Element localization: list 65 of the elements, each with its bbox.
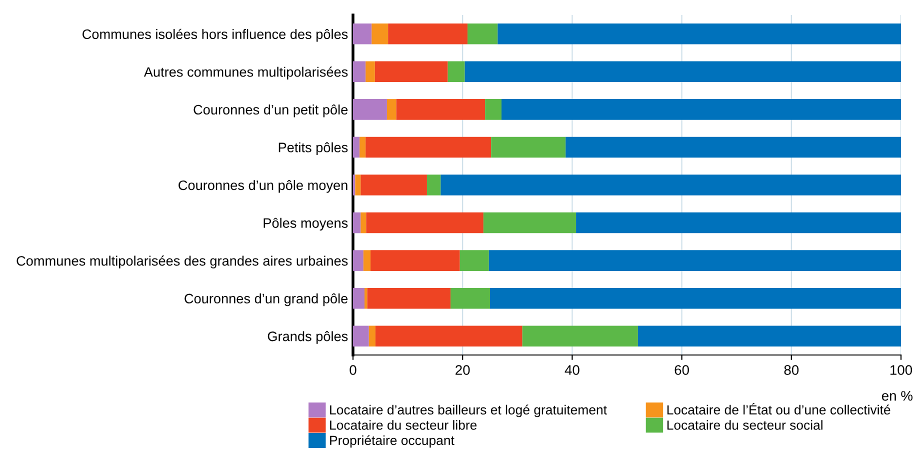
- bar: [566, 136, 901, 158]
- bar: [360, 174, 427, 196]
- bar: [374, 61, 448, 82]
- bar: [372, 24, 388, 44]
- bar: [440, 174, 901, 196]
- bar: [370, 250, 460, 271]
- bar: [485, 99, 502, 120]
- bar: [448, 61, 465, 82]
- x-tick-label: 80: [784, 365, 799, 375]
- bar: [360, 136, 366, 158]
- bar: [483, 212, 576, 234]
- bar: [502, 99, 901, 120]
- x-tick-label: 100: [890, 365, 912, 375]
- legend-label: Locataire d’autres bailleurs et logé gratuitement: [330, 404, 607, 418]
- bar: [355, 174, 361, 196]
- y-tick-label: Couronnes d’un grand pôle: [184, 293, 348, 306]
- legend-label: Locataire du secteur social: [667, 420, 822, 430]
- bar: [464, 61, 901, 82]
- bar: [353, 24, 372, 44]
- y-tick-label: Communes multipolarisées des grandes aires urbaines: [16, 256, 348, 268]
- bar: [353, 136, 360, 158]
- bar: [366, 212, 484, 234]
- bar: [364, 288, 368, 309]
- bar: [396, 99, 486, 120]
- x-tick-label: 20: [456, 365, 470, 375]
- bar: [498, 24, 901, 44]
- legend-label: Locataire de l’État ou d’une collectivité: [667, 402, 890, 415]
- bar: [491, 136, 566, 158]
- bar: [488, 250, 901, 271]
- bar: [426, 174, 441, 196]
- bar: [353, 250, 364, 271]
- x-axis-title: en %: [882, 390, 913, 401]
- legend-label: Propriétaire occupant: [330, 435, 454, 448]
- x-tick-label: 40: [564, 365, 580, 375]
- bar: [490, 288, 901, 309]
- bar: [353, 288, 365, 309]
- bar: [638, 326, 901, 346]
- bar: [367, 288, 451, 309]
- bar: [368, 326, 376, 346]
- bar: [460, 250, 489, 271]
- y-tick-label: Grands pôles: [268, 331, 348, 344]
- legend-label: Locataire du secteur libre: [330, 420, 477, 430]
- bar: [388, 24, 468, 44]
- bar: [353, 61, 366, 82]
- y-tick-label: Petits pôles: [278, 142, 348, 155]
- bar: [576, 212, 901, 234]
- y-tick-label: Communes isolées hors influence des pôles: [82, 28, 348, 42]
- bar: [353, 99, 387, 120]
- bar: [450, 288, 490, 309]
- bar: [366, 136, 492, 158]
- x-tick-label: 60: [674, 365, 689, 375]
- bar: [363, 250, 371, 271]
- bar: [366, 61, 375, 82]
- bar: [468, 24, 498, 44]
- bar: [353, 326, 369, 346]
- y-tick-label: Autres communes multipolarisées: [144, 66, 348, 80]
- bar: [360, 212, 366, 234]
- y-tick-label: Pôles moyens: [264, 218, 348, 231]
- x-tick-label: 0: [350, 365, 356, 375]
- bar: [386, 99, 396, 120]
- y-tick-label: Couronnes d’un pôle moyen: [178, 180, 348, 193]
- bar: [375, 326, 522, 346]
- bar: [522, 326, 638, 346]
- y-tick-label: Couronnes d’un petit pôle: [194, 104, 348, 118]
- bar: [353, 212, 361, 234]
